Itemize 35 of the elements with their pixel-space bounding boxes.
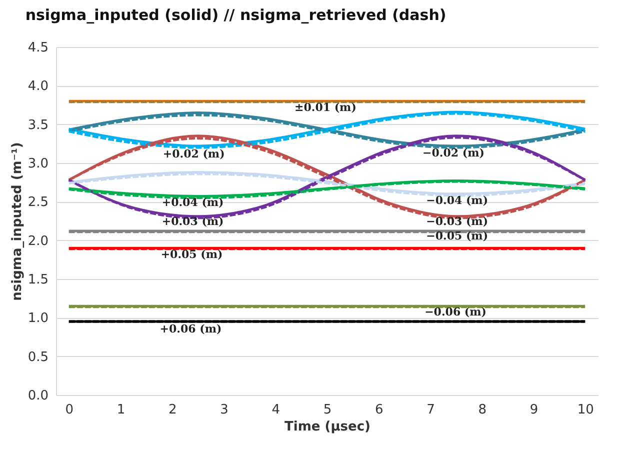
annotation: −0.02 (m) [422, 146, 484, 160]
y-tick-label: 3.5 [28, 118, 48, 133]
annotation: +0.02 (m) [162, 147, 225, 160]
y-tick-label: 1.0 [28, 311, 48, 326]
x-tick-label: 6 [374, 402, 384, 418]
y-tick-label: 4.0 [28, 79, 48, 94]
y-tick-label: 0.0 [28, 388, 48, 404]
x-tick-label: 10 [577, 402, 594, 418]
y-tick-label: 2.0 [28, 234, 48, 249]
x-tick-label: 1 [116, 402, 126, 418]
x-tick-label: 3 [220, 402, 228, 418]
x-axis-title: Time (μsec) [284, 420, 370, 434]
x-tick-label: 5 [323, 402, 332, 418]
y-tick-label: 1.5 [28, 272, 48, 288]
annotation: +0.05 (m) [160, 248, 223, 262]
annotation: −0.05 (m) [426, 229, 488, 242]
x-tick-label: 9 [530, 402, 538, 418]
annotation: −0.03 (m) [426, 214, 488, 228]
x-tick-label: 7 [426, 402, 435, 418]
x-tick-label: 2 [168, 402, 177, 418]
annotation: +0.04 (m) [162, 196, 224, 210]
annotation: −0.04 (m) [426, 194, 488, 207]
y-tick-label: 3.0 [28, 156, 48, 172]
annotation: −0.06 (m) [424, 305, 486, 318]
y-axis-title: nsigma_inputed (m⁻¹) [10, 142, 25, 301]
annotation: ±0.01 (m) [294, 101, 356, 114]
chart-title: nsigma_inputed (solid) // nsigma_retrieved (dash) [25, 6, 446, 24]
y-tick-label: 2.5 [28, 195, 48, 210]
y-tick-label: 4.5 [28, 40, 48, 56]
x-tick-label: 0 [65, 402, 74, 418]
annotation: +0.03 (m) [162, 214, 224, 228]
y-tick-label: 0.5 [28, 350, 48, 365]
annotation: +0.06 (m) [160, 322, 222, 336]
x-tick-label: 4 [272, 402, 280, 418]
x-tick-label: 8 [478, 402, 486, 418]
